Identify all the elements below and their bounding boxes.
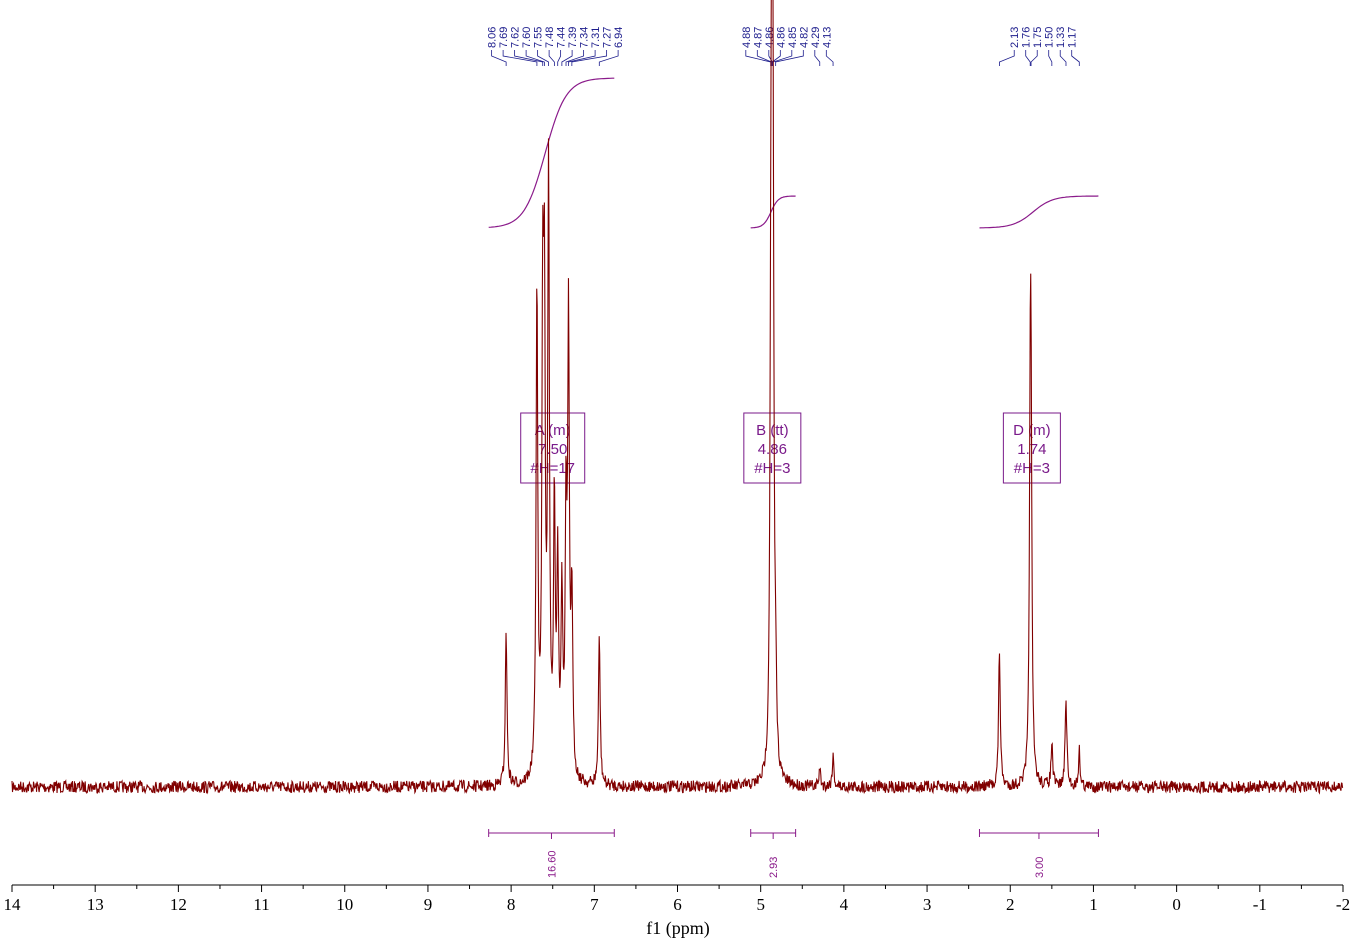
- peak-label: 7.31: [590, 27, 602, 48]
- peak-leader-line: [1048, 50, 1053, 66]
- peak-leader-line: [999, 50, 1015, 66]
- peak-label: 4.29: [810, 27, 822, 48]
- peak-label: 1.50: [1044, 27, 1056, 48]
- peak-leader-line: [514, 50, 544, 66]
- integral-curve: [488, 77, 615, 228]
- peak-label: 7.55: [533, 27, 545, 48]
- peak-label: 1.76: [1021, 27, 1033, 48]
- x-tick-label: 12: [170, 895, 187, 914]
- peak-leader-line: [598, 50, 619, 66]
- multiplet-label: A (m): [535, 422, 571, 439]
- x-tick-label: 8: [507, 895, 516, 914]
- multiplet-annotation: A (m) 7.50 #H=17: [520, 412, 586, 484]
- peak-leader-line: [557, 50, 562, 66]
- peak-leader-line: [825, 50, 834, 66]
- x-tick-label: 7: [590, 895, 599, 914]
- peak-label: 7.69: [498, 27, 510, 48]
- peak-leader-line: [561, 50, 573, 66]
- peak-leader-line: [1059, 50, 1067, 66]
- multiplet-box: [743, 412, 802, 484]
- peak-leader-line: [548, 50, 555, 66]
- peak-label: 1.33: [1055, 27, 1067, 48]
- peak-leader-line: [756, 50, 772, 66]
- x-tick-label: -2: [1336, 895, 1350, 914]
- multiplet-shift: 7.50: [538, 441, 567, 458]
- x-axis-title: f1 (ppm): [646, 918, 709, 939]
- x-axis: 14 13 12 11 10 9 8 7 6 5 4 3 2 1 0 -1 -2 f1 (ppm): [4, 884, 1350, 939]
- peak-label: 4.13: [821, 27, 833, 48]
- peak-leader-line: [491, 50, 507, 66]
- integral-curve: [979, 195, 1099, 229]
- peak-label: 7.44: [556, 27, 568, 48]
- x-tick-label: 6: [673, 895, 682, 914]
- integral-value: 16.60: [546, 850, 558, 878]
- peak-leader-line: [745, 50, 772, 66]
- spectrum-trace: [11, 0, 1344, 795]
- peak-label: 4.86: [775, 27, 787, 48]
- peak-label: 4.82: [798, 27, 810, 48]
- x-tick-label: 0: [1172, 895, 1181, 914]
- peak-label: 7.62: [510, 27, 522, 48]
- peak-leader-line: [571, 50, 608, 66]
- x-tick-label: 13: [87, 895, 104, 914]
- integral-value: 3.00: [1034, 857, 1046, 878]
- peak-label: 1.17: [1067, 27, 1079, 48]
- peak-leader-line: [1071, 50, 1080, 66]
- peak-label: 4.88: [741, 27, 753, 48]
- peak-leader-line: [565, 50, 585, 66]
- x-tick-label: 4: [840, 895, 849, 914]
- x-tick-label: 14: [4, 895, 22, 914]
- peak-label: 1.75: [1032, 27, 1044, 48]
- peak-leader-line: [502, 50, 538, 66]
- x-tick-label: 1: [1089, 895, 1098, 914]
- peak-leader-line: [525, 50, 545, 66]
- integral-curves-layer: [488, 77, 1099, 229]
- peak-label: 8.06: [487, 27, 499, 48]
- peak-label: 6.94: [613, 27, 625, 48]
- multiplet-nh: #H=3: [754, 460, 790, 477]
- x-tick-label: 11: [253, 895, 269, 914]
- peak-labels-layer: 8.06 7.69 7.62 7.60 7.55 7.48 7.44 7.39 7.34 7.31…: [487, 27, 1080, 66]
- peak-label: 4.87: [752, 27, 764, 48]
- multiplet-boxes-layer: A (m)7.50#H=17B (tt)4.86#H=3D (m)1.74#H=…: [520, 412, 1061, 484]
- peak-label: 2.13: [1009, 27, 1021, 48]
- x-tick-label: 9: [424, 895, 433, 914]
- peak-label: 4.85: [787, 27, 799, 48]
- x-tick-label: -1: [1253, 895, 1267, 914]
- peak-leader-line: [775, 50, 804, 66]
- x-tick-label: 5: [756, 895, 765, 914]
- multiplet-nh: #H=17: [530, 460, 575, 477]
- integral-bars-layer: 16.60 2.93 3.00: [488, 829, 1099, 878]
- peak-label: 7.34: [579, 27, 591, 48]
- multiplet-annotation: B (tt) 4.86 #H=3: [743, 412, 802, 484]
- x-tick-label: 3: [923, 895, 932, 914]
- peak-leader-line: [1030, 50, 1038, 66]
- x-axis-ticks: 14 13 12 11 10 9 8 7 6 5 4 3 2 1 0 -1 -2: [4, 885, 1350, 914]
- peak-label: 7.48: [544, 27, 556, 48]
- x-tick-label: 10: [336, 895, 353, 914]
- integral-value: 2.93: [768, 857, 780, 878]
- x-tick-label: 2: [1006, 895, 1015, 914]
- peak-label: 7.60: [521, 27, 533, 48]
- peak-leader-line: [814, 50, 821, 66]
- peak-label: 7.27: [602, 27, 614, 48]
- multiplet-box: [520, 412, 586, 484]
- peak-leader-line: [1025, 50, 1031, 66]
- peak-label: 7.39: [567, 27, 579, 48]
- peak-leader-line: [771, 50, 781, 66]
- multiplet-shift: 4.86: [758, 441, 787, 458]
- multiplet-label: B (tt): [756, 422, 789, 439]
- peak-label: 4.86: [764, 27, 776, 48]
- peak-leader-line: [568, 50, 596, 66]
- peak-leader-line: [537, 50, 549, 66]
